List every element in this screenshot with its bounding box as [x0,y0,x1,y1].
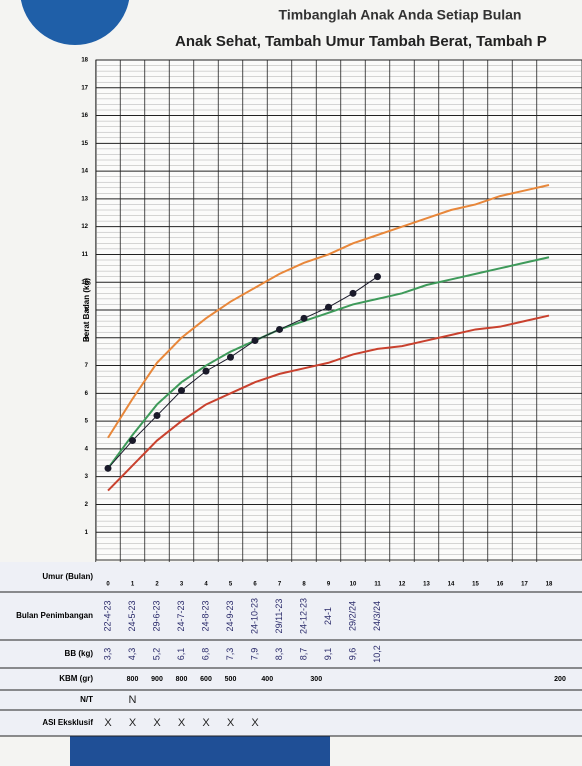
visit-date: 24-10-23 [249,598,259,634]
title: Timbanglah Anak Anda Setiap Bulan [279,7,522,23]
data-point [276,326,283,333]
data-point [203,368,210,375]
table-cell: X [129,717,137,729]
visit-date: 24-9-23 [225,600,235,631]
subtitle: Anak Sehat, Tambah Umur Tambah Berat, Ta… [175,33,547,50]
row-label: Bulan Penimbangan [16,611,93,620]
weight-cell: 6,1 [176,648,186,661]
data-point [374,273,381,280]
weight-cell: 10,2 [372,645,382,663]
age-label: 18 [546,582,553,588]
table-cell: X [251,717,259,729]
visit-date: 24-7-23 [176,600,186,631]
y-tick-label: 14 [81,169,88,175]
age-label: 16 [497,582,504,588]
visit-date: 22-4-23 [102,600,112,631]
y-tick-label: 10 [81,280,88,286]
visit-date: 24-12-23 [298,598,308,634]
age-label: 17 [521,582,528,588]
kms-card: Timbanglah Anak Anda Setiap Bulan Anak S… [0,0,582,766]
visit-date: 24-8-23 [200,600,210,631]
y-tick-label: 12 [81,224,88,230]
weight-cell: 8,7 [298,648,308,661]
data-point [154,412,161,419]
y-tick-label: 15 [81,141,88,147]
visit-date: 24/3/24 [372,601,382,631]
kbm-cell: 200 [554,676,566,683]
row-label: N/T [80,695,93,704]
table-cell: X [227,717,235,729]
visit-date: 29/2/24 [347,601,357,631]
visit-date: 29-6-23 [151,600,161,631]
data-point [350,290,357,297]
data-point [129,437,136,444]
age-label: 15 [472,582,479,588]
kbm-cell: 300 [310,676,322,683]
row-label: BB (kg) [65,649,94,658]
weight-cell: 9,6 [347,648,357,661]
y-tick-label: 3 [85,474,89,480]
data-point [105,465,112,472]
kbm-cell: 500 [225,676,237,683]
weight-cell: 4,3 [127,648,137,661]
y-tick-label: 6 [85,391,89,397]
y-tick-label: 2 [85,502,89,508]
kbm-cell: 900 [151,676,163,683]
weight-cell: 7,3 [225,648,235,661]
logo [20,0,130,45]
age-label: 14 [448,582,455,588]
visit-date: 29/11-23 [274,599,284,634]
weight-cell: 6,8 [200,648,210,661]
age-label: 12 [399,582,406,588]
data-point [252,337,259,344]
visit-date: 24-1 [323,607,333,625]
kbm-cell: 400 [261,676,273,683]
row-label: Umur (Bulan) [42,572,93,581]
y-tick-label: 5 [85,419,89,425]
kbm-cell: 800 [176,676,188,683]
row-label: ASI Eksklusif [42,718,93,727]
y-tick-label: 4 [85,446,89,452]
age-label: 11 [374,582,381,588]
y-tick-label: 13 [81,196,88,202]
weight-cell: 8,3 [274,648,284,661]
visit-date: 24-5-23 [127,600,137,631]
y-tick-label: 1 [85,530,89,536]
data-point [227,354,234,361]
age-label: 10 [350,582,357,588]
row-label: KBM (gr) [59,674,93,683]
table-cell: X [202,717,210,729]
table-cell: N [129,694,137,706]
weight-cell: 7,9 [249,648,259,661]
data-point [325,304,332,311]
weight-cell: 3,3 [102,648,112,661]
table-cell: X [104,717,112,729]
age-label: 13 [423,582,430,588]
table-cell: X [178,717,186,729]
y-tick-label: 18 [81,58,88,64]
weight-cell: 9,1 [323,648,333,661]
y-tick-label: 17 [81,85,88,91]
y-tick-label: 16 [81,113,88,119]
page: {"chart_data":{"type":"line", "title":"T… [0,0,582,766]
footer-bar [70,736,330,766]
kbm-cell: 600 [200,676,212,683]
table-cell: X [153,717,161,729]
weight-cell: 5,2 [151,648,161,661]
y-tick-label: 7 [85,363,89,369]
y-tick-label: 11 [82,252,89,258]
data-point [301,315,308,322]
kbm-cell: 800 [127,676,139,683]
data-point [178,387,185,394]
